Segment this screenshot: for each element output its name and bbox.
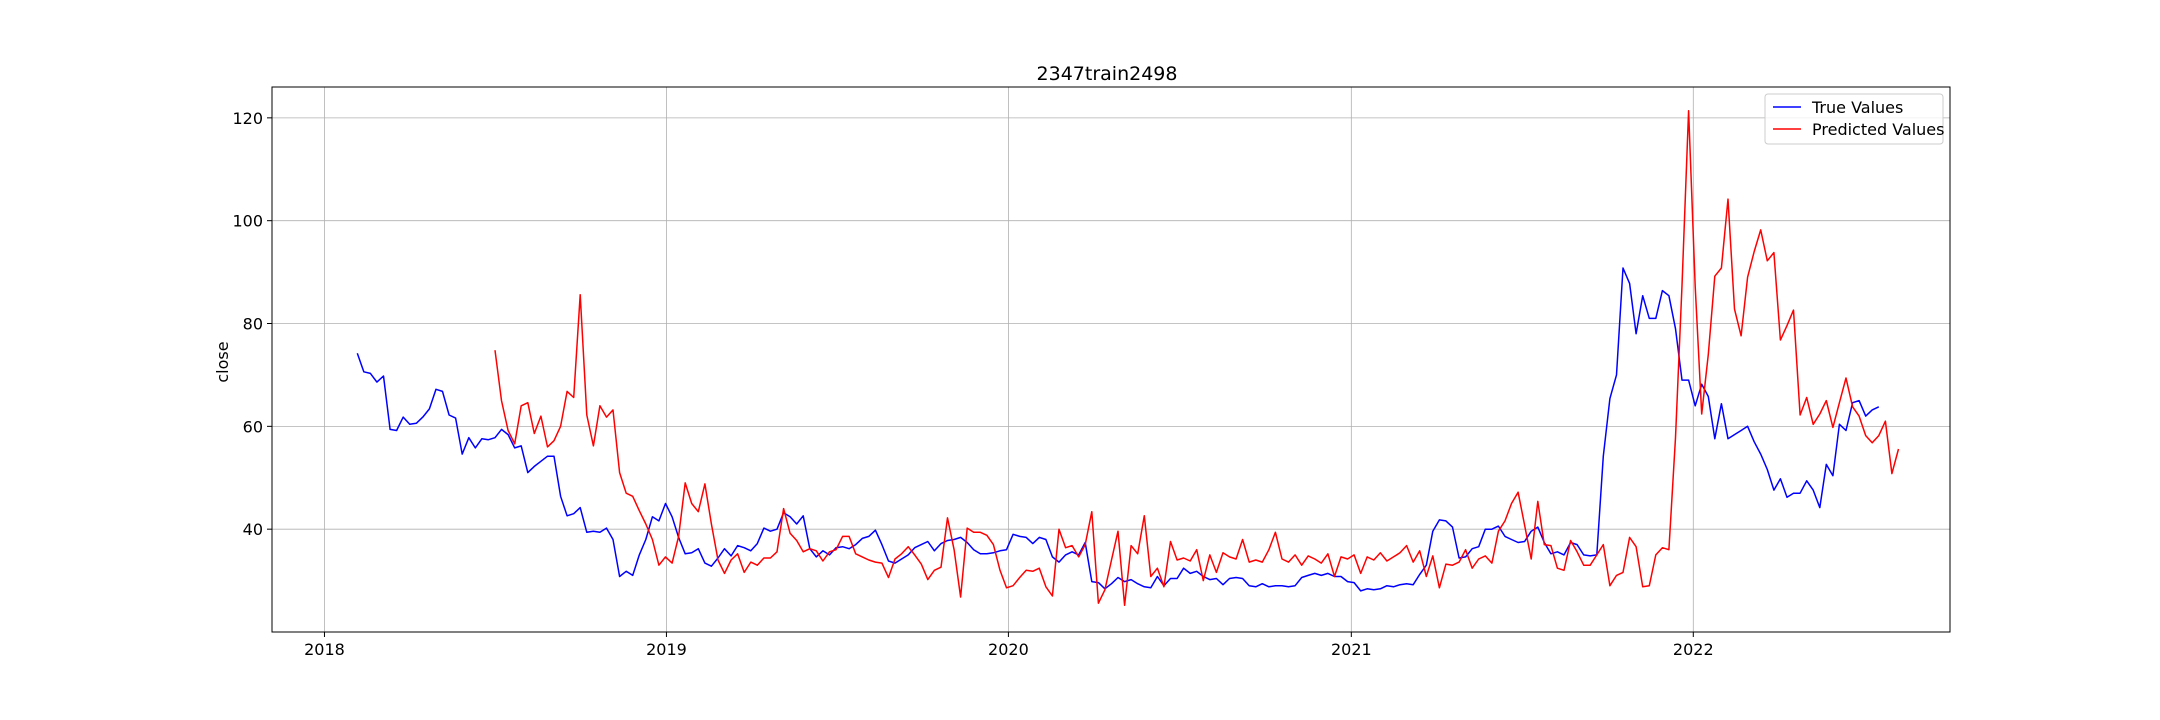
series-line-2 (494, 109, 1900, 607)
y-tick-label: 100 (232, 212, 263, 231)
y-tick-label: 40 (243, 520, 263, 539)
y-axis-label: close (213, 341, 232, 382)
chart-title: 2347train2498 (1037, 63, 1178, 85)
series-line-1 (356, 267, 1880, 592)
x-tick-label: 2020 (988, 640, 1029, 659)
x-axis-ticks: 2018 2019 2020 2021 2022 (304, 632, 1714, 659)
y-tick-label: 60 (243, 417, 263, 436)
y-tick-label: 80 (243, 315, 263, 334)
y-tick-label: 120 (232, 109, 263, 128)
legend-label: Predicted Values (1812, 120, 1944, 139)
plot-frame (271, 86, 1951, 633)
y-axis-ticks: 40 60 80 100 120 (232, 109, 272, 539)
legend-label: True Values (1811, 98, 1903, 117)
x-tick-label: 2018 (304, 640, 345, 659)
legend: True Values Predicted Values (1764, 93, 1944, 145)
x-tick-label: 2019 (646, 640, 687, 659)
legend-box (1764, 93, 1944, 145)
x-tick-label: 2021 (1331, 640, 1372, 659)
x-tick-label: 2022 (1673, 640, 1714, 659)
series-lines (356, 109, 1900, 607)
